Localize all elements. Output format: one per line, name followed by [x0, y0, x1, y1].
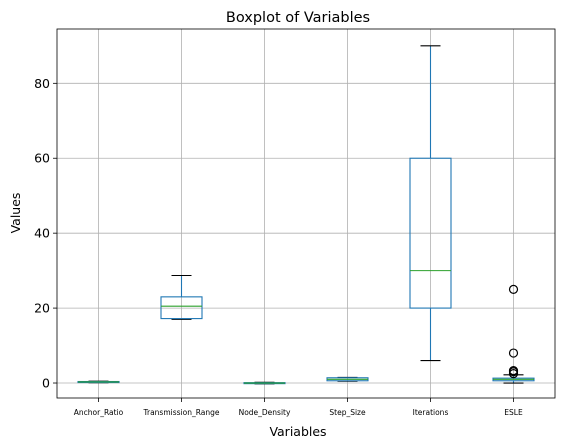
y-tick-label: 40 [34, 226, 50, 241]
x-tick-label: Step_Size [329, 408, 366, 417]
x-axis-label: Variables [269, 424, 326, 439]
box-group-esle [492, 284, 535, 384]
box-group-anchor-ratio [77, 380, 120, 384]
plot-frame [56, 28, 556, 399]
x-tick-label: Anchor_Ratio [74, 408, 124, 417]
box-group-transmission-range [160, 274, 203, 320]
x-tick-label: Transmission_Range [143, 408, 220, 417]
outlier-point [508, 366, 519, 376]
box-iqr [409, 157, 452, 309]
boxes-layer [77, 45, 535, 385]
y-tick-label: 0 [42, 376, 50, 391]
y-tick-label: 80 [34, 76, 50, 91]
x-tick-label: Node_Density [239, 408, 291, 417]
y-ticks: 0 20 40 60 80 [34, 76, 57, 391]
y-tick-label: 20 [34, 301, 50, 316]
chart-title: Boxplot of Variables [226, 10, 370, 26]
y-tick-label: 60 [34, 151, 50, 166]
x-tick-label: Iterations [413, 408, 449, 417]
outlier-point [508, 284, 519, 294]
x-ticks: Anchor_Ratio Transmission_Range Node_Densi… [74, 398, 523, 417]
box-iqr [160, 296, 203, 320]
y-axis-label: Values [8, 193, 23, 234]
x-tick-label: ESLE [504, 408, 523, 417]
box-group-node-density [243, 381, 286, 385]
box-group-step-size [326, 376, 369, 382]
outlier-point [508, 348, 519, 358]
box-group-iterations [409, 45, 452, 362]
